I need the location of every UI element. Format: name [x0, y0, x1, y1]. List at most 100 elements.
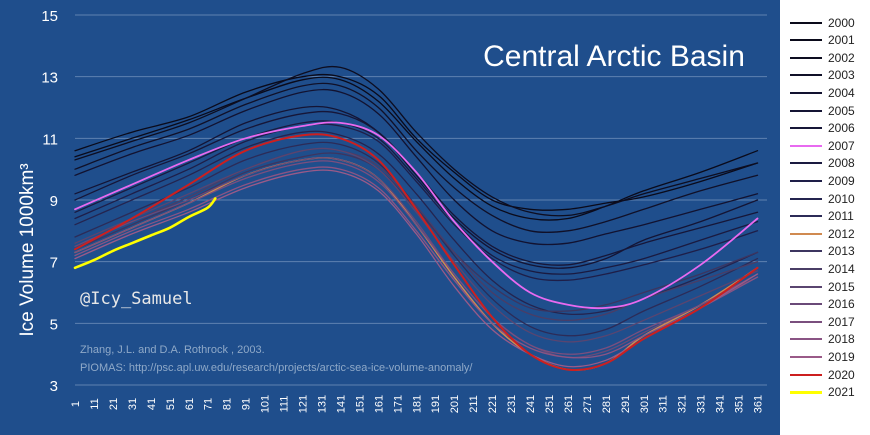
legend-swatch: [790, 109, 822, 112]
x-tick-label: 51: [165, 398, 177, 410]
legend-item-2008: 2008: [780, 155, 855, 172]
x-tick-label: 201: [449, 395, 461, 413]
legend-item-2017: 2017: [780, 313, 855, 330]
x-tick-label: 151: [354, 395, 366, 413]
legend-swatch: [790, 39, 822, 42]
x-tick-label: 81: [222, 398, 234, 410]
chart-title: Central Arctic Basin: [483, 40, 745, 73]
x-tick-label: 251: [544, 395, 556, 413]
legend-swatch: [790, 373, 822, 376]
x-tick-label: 11: [89, 398, 101, 409]
legend-swatch: [790, 144, 822, 147]
x-tick-label: 291: [620, 395, 632, 413]
legend-label: 2013: [828, 244, 855, 259]
legend-item-2009: 2009: [780, 172, 855, 189]
y-tick-label: 9: [50, 193, 58, 210]
x-tick-label: 161: [373, 395, 385, 413]
y-tick-label: 5: [50, 316, 58, 333]
legend-label: 2002: [828, 50, 855, 65]
legend-label: 2011: [828, 209, 854, 224]
legend-swatch: [790, 232, 822, 235]
y-tick-labels: 3 5 7 9 11 13 15: [41, 8, 58, 395]
series-line-2012: [74, 157, 759, 371]
legend-label: 2000: [828, 15, 855, 30]
series-line-2008: [74, 120, 759, 275]
x-tick-label: 191: [430, 395, 442, 413]
legend-label: 2006: [828, 121, 855, 136]
legend-swatch: [790, 338, 822, 341]
plot-background: [0, 0, 780, 435]
legend-item-2012: 2012: [780, 225, 855, 242]
x-tick-label: 171: [392, 395, 404, 413]
legend-swatch: [790, 267, 822, 270]
series-line-2001: [74, 76, 759, 221]
legend-label: 2012: [828, 226, 855, 241]
legend-swatch: [790, 320, 822, 323]
x-tick-label: 141: [335, 395, 347, 413]
legend-label: 2010: [828, 191, 855, 206]
x-tick-label: 101: [260, 395, 272, 413]
x-tick-label: 121: [298, 395, 310, 413]
source-citation: Zhang, J.L. and D.A. Rothrock , 2003.: [80, 344, 265, 356]
series-line-2007: [74, 121, 759, 310]
legend-label: 2008: [828, 156, 855, 171]
legend-label: 2017: [828, 314, 855, 329]
legend-label: 2004: [828, 85, 855, 100]
legend-swatch: [790, 162, 822, 165]
x-tick-label: 271: [582, 395, 594, 413]
legend-item-2020: 2020: [780, 366, 855, 383]
x-tick-label: 181: [411, 395, 423, 413]
x-tick-label: 351: [734, 395, 746, 413]
source-url: PIOMAS: http://psc.apl.uw.edu/research/p…: [80, 362, 473, 374]
legend-item-2003: 2003: [780, 67, 855, 84]
legend-label: 2005: [828, 103, 855, 118]
x-tick-label: 211: [468, 395, 480, 413]
legend-item-2002: 2002: [780, 49, 855, 66]
series-line-2021: [73, 197, 217, 270]
legend-item-2016: 2016: [780, 296, 855, 313]
series-line-2014: [74, 147, 759, 321]
series-line-2004: [74, 88, 759, 246]
legend-swatch: [790, 74, 822, 77]
y-tick-label: 15: [41, 8, 58, 25]
legend-item-2005: 2005: [780, 102, 855, 119]
legend-item-2001: 2001: [780, 32, 855, 49]
x-tick-label: 31: [127, 398, 139, 410]
legend-swatch: [790, 355, 822, 358]
x-tick-label: 321: [677, 395, 689, 413]
series-line-2003: [74, 82, 759, 234]
legend-label: 2019: [828, 349, 855, 364]
x-tick-label: 1: [70, 401, 82, 407]
y-tick-label: 11: [42, 131, 58, 148]
legend-swatch: [790, 91, 822, 94]
series-line-2006: [74, 110, 759, 266]
series-line-2018: [74, 166, 759, 359]
series-line-2017: [74, 160, 759, 355]
legend-label: 2014: [828, 261, 855, 276]
x-tick-label: 341: [715, 395, 727, 413]
x-tick-label: 301: [639, 395, 651, 413]
legend-label: 2009: [828, 173, 855, 188]
legend-item-2011: 2011: [780, 208, 854, 225]
legend-swatch: [790, 56, 822, 59]
legend-item-2013: 2013: [780, 243, 855, 260]
legend-item-2018: 2018: [780, 331, 855, 348]
legend-swatch: [790, 215, 822, 218]
legend-swatch: [790, 303, 822, 306]
x-tick-label: 61: [184, 398, 196, 410]
x-tick-label: 71: [203, 398, 215, 410]
legend-item-2015: 2015: [780, 278, 855, 295]
series-line-2009: [74, 123, 759, 282]
legend-item-2007: 2007: [780, 137, 855, 154]
legend-item-2000: 2000: [780, 14, 855, 31]
y-axis-label: Ice Volume 1000km³: [17, 163, 38, 336]
legend-item-2006: 2006: [780, 120, 855, 137]
legend-label: 2001: [828, 33, 855, 48]
legend-label: 2021: [828, 385, 855, 400]
legend-swatch: [790, 179, 822, 182]
legend-item-2004: 2004: [780, 84, 855, 101]
legend-item-2019: 2019: [780, 348, 855, 365]
legend-label: 2015: [828, 279, 855, 294]
